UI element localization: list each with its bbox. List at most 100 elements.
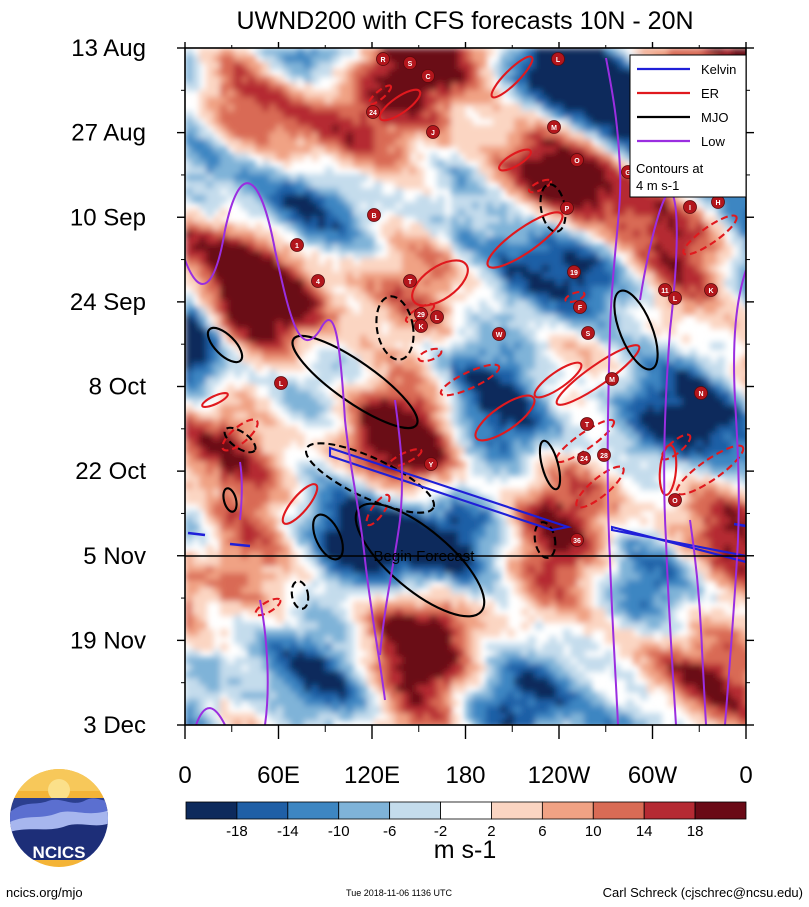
heatmap-cell — [262, 468, 270, 476]
heatmap-cell — [374, 433, 382, 441]
heatmap-cell — [248, 244, 256, 252]
heatmap-cell — [451, 342, 459, 350]
heatmap-cell — [528, 202, 536, 210]
heatmap-cell — [619, 48, 627, 56]
heatmap-cell — [374, 503, 382, 511]
heatmap-cell — [507, 125, 515, 133]
heatmap-cell — [626, 195, 634, 203]
heatmap-cell — [325, 188, 333, 196]
heatmap-cell — [626, 391, 634, 399]
heatmap-cell — [402, 363, 410, 371]
heatmap-cell — [241, 335, 249, 343]
heatmap-cell — [381, 230, 389, 238]
heatmap-cell — [682, 489, 690, 497]
heatmap-cell — [500, 69, 508, 77]
heatmap-cell — [633, 321, 641, 329]
heatmap-cell — [283, 265, 291, 273]
heatmap-cell — [402, 293, 410, 301]
heatmap-cell — [549, 314, 557, 322]
heatmap-cell — [647, 405, 655, 413]
heatmap-cell — [269, 181, 277, 189]
heatmap-cell — [570, 230, 578, 238]
heatmap-cell — [577, 104, 585, 112]
heatmap-cell — [199, 223, 207, 231]
heatmap-cell — [311, 517, 319, 525]
heatmap-cell — [325, 244, 333, 252]
heatmap-cell — [437, 111, 445, 119]
heatmap-cell — [591, 307, 599, 315]
heatmap-cell — [633, 356, 641, 364]
heatmap-cell — [192, 335, 200, 343]
heatmap-cell — [444, 244, 452, 252]
heatmap-cell — [388, 475, 396, 483]
heatmap-cell — [605, 307, 613, 315]
heatmap-cell — [584, 251, 592, 259]
heatmap-cell — [500, 223, 508, 231]
heatmap-cell — [458, 419, 466, 427]
heatmap-cell — [570, 174, 578, 182]
heatmap-cell — [640, 447, 648, 455]
heatmap-cell — [332, 335, 340, 343]
heatmap-cell — [304, 419, 312, 427]
heatmap-cell — [360, 146, 368, 154]
heatmap-cell — [507, 90, 515, 98]
heatmap-cell — [234, 510, 242, 518]
heatmap-cell — [276, 489, 284, 497]
heatmap-cell — [731, 272, 739, 280]
heatmap-cell — [234, 405, 242, 413]
heatmap-cell — [346, 384, 354, 392]
heatmap-cell — [598, 384, 606, 392]
heatmap-cell — [724, 482, 732, 490]
heatmap-cell — [465, 230, 473, 238]
heatmap-cell — [675, 286, 683, 294]
heatmap-cell — [577, 90, 585, 98]
heatmap-cell — [290, 349, 298, 357]
heatmap-cell — [542, 398, 550, 406]
heatmap-cell — [360, 447, 368, 455]
heatmap-cell — [542, 454, 550, 462]
heatmap-cell — [696, 314, 704, 322]
heatmap-cell — [304, 139, 312, 147]
heatmap-cell — [493, 286, 501, 294]
heatmap-cell — [738, 223, 746, 231]
heatmap-cell — [269, 461, 277, 469]
heatmap-cell — [332, 405, 340, 413]
heatmap-cell — [612, 202, 620, 210]
heatmap-cell — [304, 216, 312, 224]
heatmap-cell — [423, 209, 431, 217]
heatmap-cell — [276, 286, 284, 294]
heatmap-cell — [549, 531, 557, 539]
heatmap-cell — [500, 447, 508, 455]
heatmap-cell — [619, 433, 627, 441]
heatmap-cell — [213, 335, 221, 343]
heatmap-cell — [458, 76, 466, 84]
heatmap-cell — [395, 405, 403, 413]
heatmap-cell — [367, 482, 375, 490]
heatmap-cell — [549, 503, 557, 511]
heatmap-cell — [591, 391, 599, 399]
heatmap-cell — [416, 251, 424, 259]
heatmap-cell — [206, 412, 214, 420]
heatmap-cell — [206, 328, 214, 336]
heatmap-cell — [472, 279, 480, 287]
heatmap-cell — [262, 307, 270, 315]
heatmap-cell — [353, 209, 361, 217]
heatmap-cell — [626, 321, 634, 329]
heatmap-cell — [255, 167, 263, 175]
heatmap-cell — [402, 398, 410, 406]
heatmap-cell — [192, 496, 200, 504]
heatmap-cell — [619, 328, 627, 336]
heatmap-cell — [339, 181, 347, 189]
heatmap-cell — [283, 335, 291, 343]
heatmap-cell — [451, 202, 459, 210]
heatmap-cell — [360, 440, 368, 448]
heatmap-cell — [717, 384, 725, 392]
heatmap-cell — [283, 314, 291, 322]
heatmap-cell — [542, 440, 550, 448]
heatmap-cell — [689, 286, 697, 294]
heatmap-cell — [437, 167, 445, 175]
heatmap-cell — [367, 384, 375, 392]
heatmap-cell — [612, 223, 620, 231]
heatmap-cell — [731, 314, 739, 322]
heatmap-cell — [360, 230, 368, 238]
